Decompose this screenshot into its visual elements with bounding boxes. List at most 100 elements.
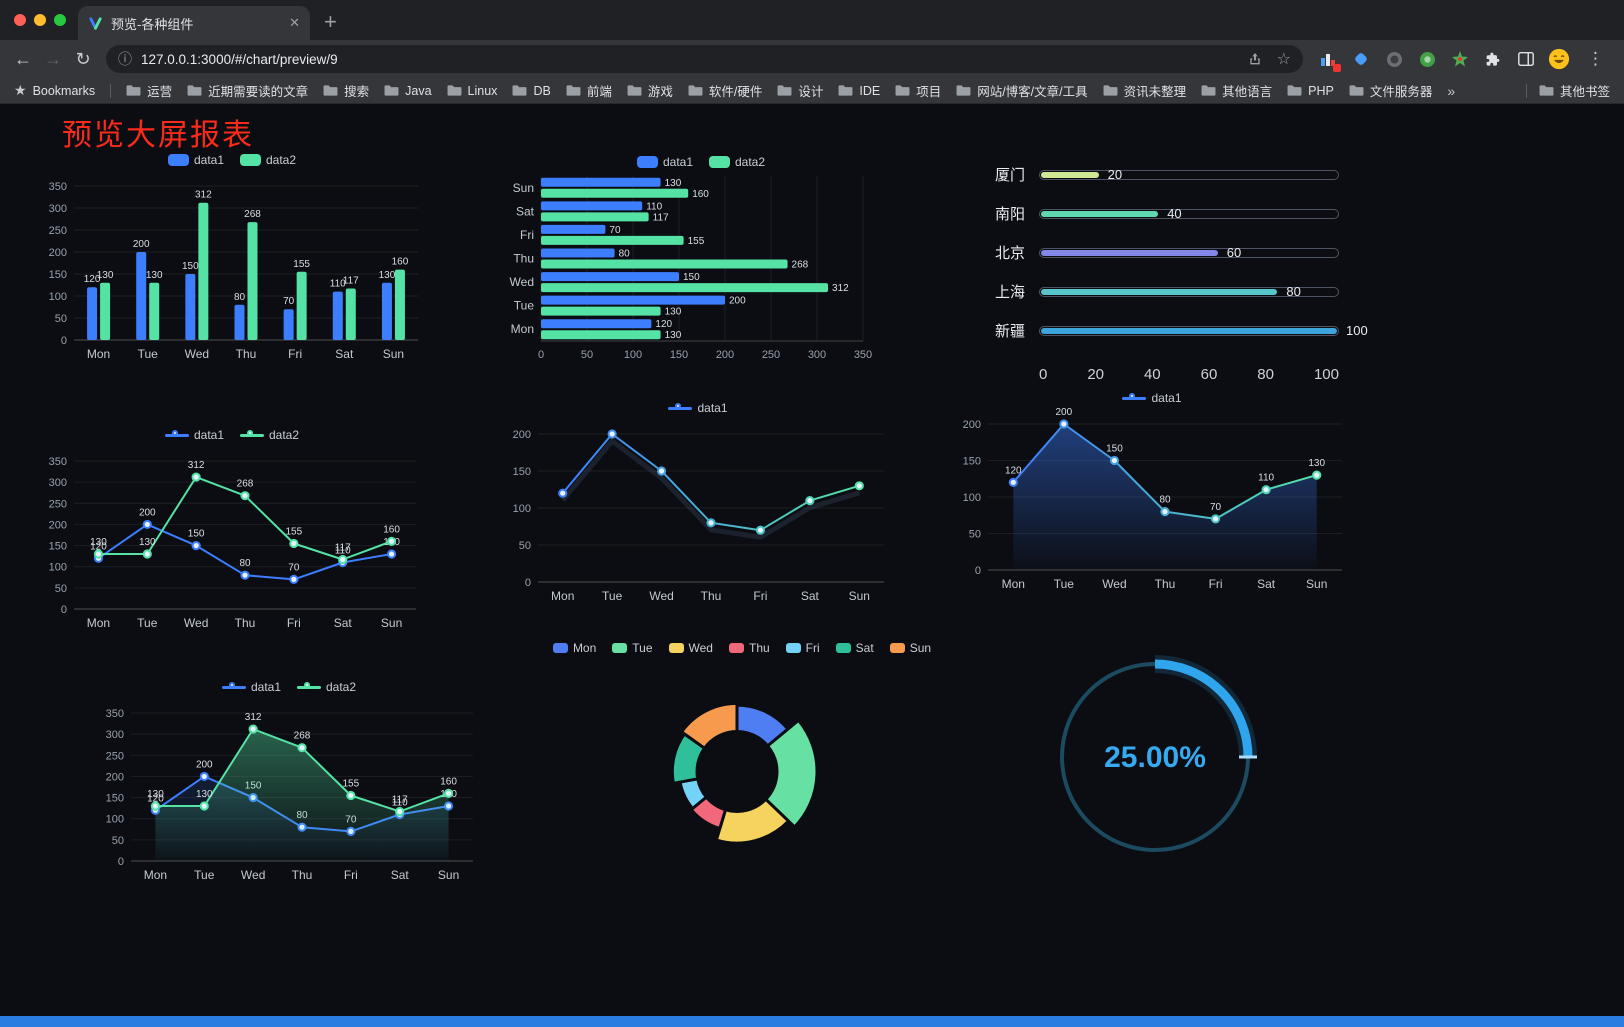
folder-icon <box>895 85 910 96</box>
bookmark-folder-label: Java <box>405 83 432 98</box>
bookmark-folder[interactable]: DB <box>512 84 551 98</box>
legend-item[interactable]: data2 <box>709 155 765 169</box>
bookmark-folder[interactable]: IDE <box>838 84 880 98</box>
chart-rose-pie-canvas <box>670 701 819 845</box>
extensions-puzzle-icon[interactable] <box>1482 48 1504 70</box>
svg-text:130: 130 <box>196 789 213 800</box>
bookmark-folder[interactable]: 前端 <box>566 81 612 100</box>
legend-item[interactable]: data2 <box>297 680 356 694</box>
legend-label: Fri <box>805 641 820 655</box>
extension-star-icon[interactable] <box>1449 48 1471 70</box>
bookmark-folder[interactable]: Java <box>384 83 432 98</box>
legend-item[interactable]: Thu <box>728 641 770 655</box>
progress-row[interactable]: 北京 60 <box>995 233 1367 272</box>
progress-row[interactable]: 南阳 40 <box>995 194 1367 233</box>
back-icon[interactable]: ← <box>14 48 32 69</box>
legend-label: Wed <box>688 641 713 655</box>
bookmark-star-icon[interactable]: ☆ <box>1276 51 1291 68</box>
svg-text:130: 130 <box>665 307 682 318</box>
bookmarks-overflow-icon[interactable]: » <box>1447 82 1456 99</box>
extension-dark-circle-icon[interactable] <box>1383 48 1405 70</box>
chart-horizontal-bar[interactable]: data1 data2 0 50 100 150 200 250 300 350 Sun 130 160… <box>505 152 897 367</box>
chart-double-line[interactable]: data1 data2 0 50 100 150 200 250 300 350 Mon Tue Wed… <box>38 425 426 637</box>
browser-tab[interactable]: 预览-各种组件 ✕ <box>78 6 310 40</box>
other-bookmarks-folder[interactable]: 其他书签 <box>1539 81 1610 100</box>
extension-stats-icon[interactable] <box>1317 48 1341 72</box>
folder-icon <box>187 85 202 96</box>
legend-item[interactable]: data1 <box>668 401 728 415</box>
svg-text:Mon: Mon <box>144 868 167 882</box>
svg-text:Fri: Fri <box>288 347 302 361</box>
share-icon[interactable] <box>1247 51 1263 67</box>
chart-grouped-bar[interactable]: data1 data2 0 50 100 150 200 250 300 350 Mon Tue Wed… <box>38 150 426 368</box>
bookmark-folder[interactable]: 文件服务器 <box>1349 81 1432 100</box>
bookmark-folder[interactable]: 搜索 <box>323 81 369 100</box>
bookmark-folder[interactable]: 游戏 <box>627 81 673 100</box>
svg-text:312: 312 <box>188 460 205 471</box>
chart-rose-pie[interactable]: Mon Tue Wed Thu Fri Sat Sun <box>548 638 936 875</box>
legend-label: Sun <box>909 641 932 655</box>
chart-gradient-area-line[interactable]: data1 0 50 100 150 200 Mon Tue Wed Thu Fri Sat Sun 12… <box>952 388 1352 598</box>
progress-row[interactable]: 厦门 20 <box>995 155 1367 194</box>
window-close-button[interactable] <box>14 14 26 26</box>
svg-text:350: 350 <box>854 349 872 361</box>
bookmark-folder[interactable]: 资讯未整理 <box>1103 81 1186 100</box>
site-info-icon[interactable]: ⓘ <box>118 51 132 67</box>
page-title: 预览大屏报表 <box>62 119 254 152</box>
chart-double-line-area[interactable]: data1 data2 0 50 100 150 200 250 300 350 Mon Tue Wed… <box>95 677 483 889</box>
svg-text:300: 300 <box>49 477 67 489</box>
legend-item[interactable]: data1 <box>167 153 224 167</box>
bookmarks-root[interactable]: ★ Bookmarks <box>14 82 95 99</box>
bookmark-folder[interactable]: 设计 <box>777 81 823 100</box>
extension-badge <box>1333 64 1341 72</box>
legend-item[interactable]: data2 <box>240 153 296 167</box>
chart-gradient-line[interactable]: data1 0 50 100 150 200 Mon Tue Wed Thu Fri Sat Sun <box>502 398 894 610</box>
legend-label: data1 <box>193 428 224 442</box>
legend-item[interactable]: data1 <box>164 428 224 442</box>
legend-label: data1 <box>1151 391 1182 405</box>
bookmark-folder[interactable]: PHP <box>1287 84 1334 98</box>
bookmark-folder[interactable]: 近期需要读的文章 <box>187 81 308 100</box>
progress-row[interactable]: 新疆 100 <box>995 311 1368 350</box>
reload-icon[interactable]: ↻ <box>75 48 91 69</box>
legend-item[interactable]: Mon <box>552 641 596 655</box>
progress-row-label: 上海 <box>995 284 1026 301</box>
bookmark-folder-label: 搜索 <box>344 85 370 99</box>
svg-text:200: 200 <box>963 419 981 431</box>
new-tab-button[interactable]: + <box>324 9 337 34</box>
legend-label: data2 <box>269 428 300 442</box>
bookmark-folder[interactable]: Linux <box>447 84 497 98</box>
legend-item[interactable]: data2 <box>240 428 299 442</box>
svg-text:160: 160 <box>440 776 457 787</box>
legend-item[interactable]: Tue <box>612 641 653 655</box>
address-bar[interactable]: ⓘ 127.0.0.1:3000/#/chart/preview/9 ☆ <box>106 45 1303 73</box>
legend-label: data2 <box>266 153 297 167</box>
legend-item[interactable]: data1 <box>1122 391 1182 405</box>
chart-progress-bars[interactable]: 厦门 20 南阳 40 北京 60 上海 80 新疆 100 0 20 40 60 80 100 <box>995 160 1368 386</box>
chart-gauge[interactable]: 25.00% <box>1033 640 1277 874</box>
browser-menu-icon[interactable]: ⋮ <box>1587 49 1604 68</box>
side-panel-icon[interactable] <box>1515 48 1537 70</box>
chart-legend: data1 <box>502 398 894 418</box>
extension-green-circle-icon[interactable] <box>1416 48 1438 70</box>
legend-item[interactable]: data1 <box>636 155 693 169</box>
legend-item[interactable]: Fri <box>785 641 820 655</box>
extension-blue-drop-icon[interactable] <box>1350 48 1372 70</box>
bookmark-folder[interactable]: 网站/博客/文章/工具 <box>956 81 1088 100</box>
forward-icon[interactable]: → <box>44 48 62 69</box>
svg-text:100: 100 <box>49 291 67 303</box>
legend-item[interactable]: Wed <box>668 641 713 655</box>
profile-avatar[interactable] <box>1548 48 1570 70</box>
tab-close-icon[interactable]: ✕ <box>289 15 300 30</box>
window-minimize-button[interactable] <box>34 14 46 26</box>
legend-item[interactable]: data1 <box>221 680 281 694</box>
bookmark-folder[interactable]: 其他语言 <box>1201 81 1272 100</box>
progress-row[interactable]: 上海 80 <box>995 272 1367 311</box>
bookmark-folder[interactable]: 运营 <box>126 81 172 100</box>
window-zoom-button[interactable] <box>54 14 66 26</box>
bookmark-folder[interactable]: 软件/硬件 <box>688 81 762 100</box>
bookmark-folder[interactable]: 项目 <box>895 81 941 100</box>
legend-item[interactable]: Sun <box>889 641 932 655</box>
svg-text:117: 117 <box>653 212 669 223</box>
legend-item[interactable]: Sat <box>835 641 874 655</box>
